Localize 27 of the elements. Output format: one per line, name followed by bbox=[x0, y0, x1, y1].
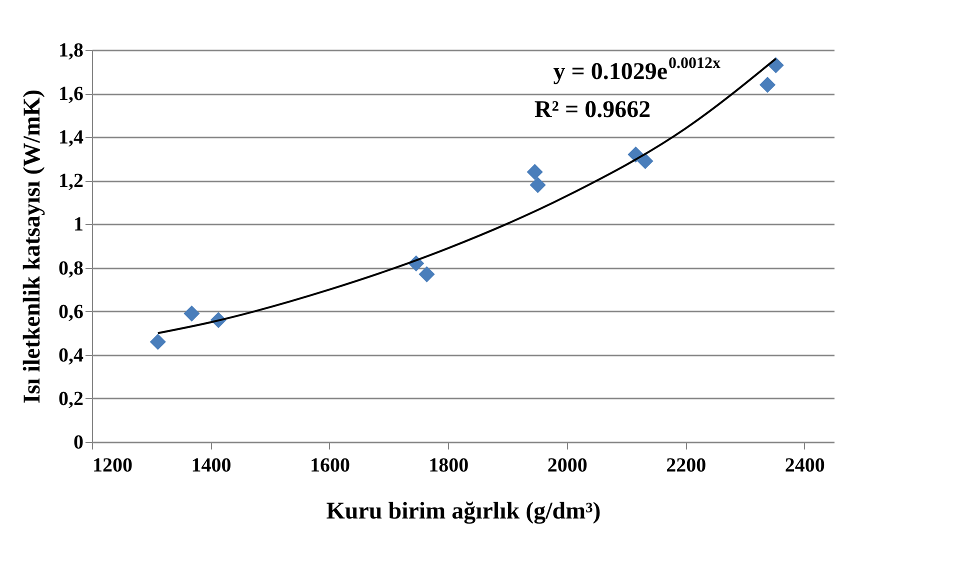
y-tick-label: 1,4 bbox=[58, 126, 84, 149]
y-tick-label: 0,2 bbox=[58, 388, 84, 410]
point bbox=[759, 76, 776, 93]
annotation: R² = 0.9662 bbox=[534, 97, 651, 123]
point bbox=[418, 266, 435, 282]
y-tick-label: 0,6 bbox=[58, 300, 84, 323]
x-tick-label: 2000 bbox=[547, 454, 588, 476]
x-tick-label: 1800 bbox=[428, 454, 469, 476]
point bbox=[526, 164, 543, 180]
point bbox=[637, 153, 654, 170]
y-tick-label: 0 bbox=[74, 432, 84, 454]
x-tick-label: 2200 bbox=[666, 454, 706, 476]
point bbox=[530, 176, 546, 194]
y-axis-title: Isı iletkenlik katsayısı (W/mK) bbox=[20, 89, 46, 404]
y-tick-label: 0,8 bbox=[58, 257, 84, 280]
y-tick-label: 0,4 bbox=[58, 344, 84, 366]
x-axis-title: Kuru birim ağırlık (g/dm³) bbox=[326, 498, 601, 524]
x-tick-label: 2400 bbox=[784, 454, 825, 476]
y-tick-label: 1,2 bbox=[58, 170, 84, 192]
x-tick-label: 1600 bbox=[310, 454, 350, 476]
point bbox=[150, 334, 166, 350]
y-tick-label: 1 bbox=[74, 214, 84, 236]
y-tick-label: 1,8 bbox=[58, 40, 84, 62]
point bbox=[184, 305, 200, 322]
x-tick-label: 1200 bbox=[92, 454, 132, 476]
y-tick-label: 1,6 bbox=[58, 83, 84, 106]
x-tick-label: 1400 bbox=[191, 454, 232, 476]
